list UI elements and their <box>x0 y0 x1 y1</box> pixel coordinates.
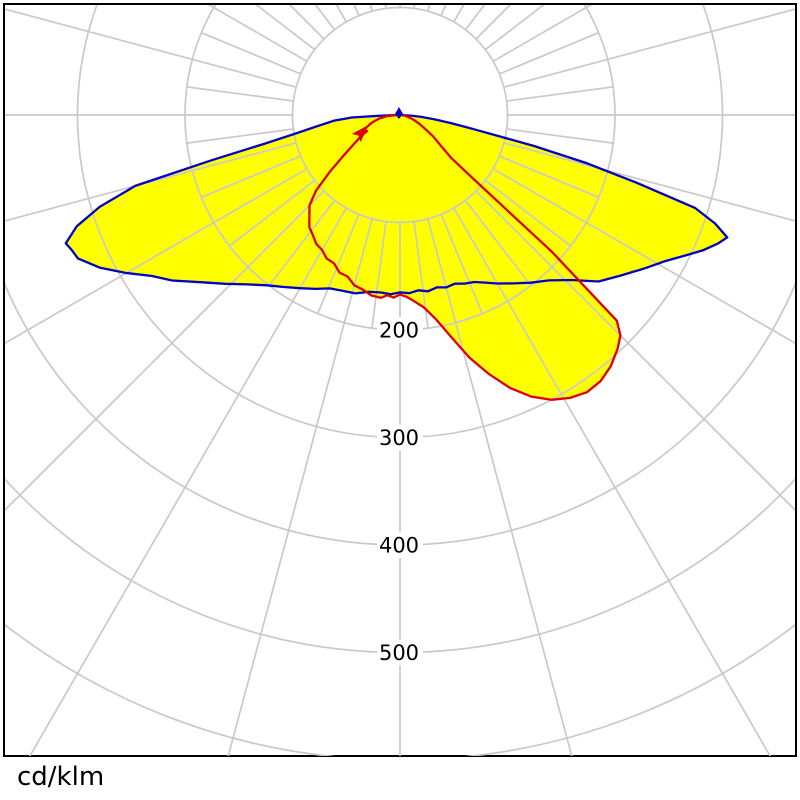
grid-ray-45-left <box>5 190 325 512</box>
grid-ray-60 <box>492 168 795 345</box>
curve-annotations <box>351 107 403 143</box>
grid-minor-ray-7.5-left <box>371 221 387 329</box>
curve-c90-c270 <box>308 113 622 401</box>
radial-axis-label: 200 <box>379 319 419 343</box>
grid-minor-ray-22.5-left <box>316 213 360 314</box>
radial-axis-label: 500 <box>379 641 419 665</box>
grid-ray-15-left <box>227 218 374 756</box>
grid-minor-ray-112.5-left <box>201 31 302 75</box>
grid-minor-ray-22.5 <box>440 213 484 314</box>
grid-minor-ray-97.5 <box>506 86 614 102</box>
radial-axis-label-bg <box>377 424 423 451</box>
fill-c90-c270 <box>309 115 621 400</box>
grid-minor-ray-82.5 <box>506 128 614 144</box>
grid-ray-45 <box>475 190 795 512</box>
radial-axis-label: 400 <box>379 534 419 558</box>
grid-ray-75-left <box>5 141 297 222</box>
radial-axis-label-bg <box>377 639 423 666</box>
grid-minor-ray-52.5-left <box>228 179 316 247</box>
grid-minor-ray-127.5 <box>484 5 545 51</box>
grid-minor-ray-82.5-left <box>186 128 294 144</box>
grid-ray-15 <box>426 218 573 756</box>
grid-minor-ray-112.5 <box>498 31 599 75</box>
radial-axis-label-bg <box>377 317 423 343</box>
curve-direction-arrow-icon <box>351 124 369 143</box>
unit-label: cd/klm <box>17 762 105 792</box>
grid-minor-ray-37.5 <box>464 199 532 287</box>
grid-minor-ray-67.5 <box>498 155 599 199</box>
radial-axis-label: 300 <box>379 426 419 450</box>
apex-marker <box>395 107 403 119</box>
grid-ray-30-left <box>28 207 348 756</box>
grid-minor-ray-97.5-left <box>186 86 294 102</box>
grid-minor-ray-52.5 <box>484 179 572 247</box>
radial-axis-labels: 200 300 400 500 <box>377 317 423 666</box>
grid-ray-75 <box>503 141 795 222</box>
grid-ray-60-left <box>5 168 308 345</box>
grid-ray-105-left <box>5 8 297 89</box>
grid-minor-ray-142.5-left <box>314 5 336 31</box>
grid-minor-ray-127.5-left <box>255 5 316 51</box>
radial-axis-label-bg <box>377 532 423 558</box>
grid-ray-105 <box>503 8 795 89</box>
grid-ray-30 <box>453 207 772 756</box>
grid-minor-ray-37.5-left <box>268 199 336 287</box>
grid-minor-ray-142.5 <box>464 5 486 31</box>
grid-minor-ray-67.5-left <box>201 155 302 199</box>
intensity-curves <box>64 113 729 401</box>
curve-c0-c180 <box>64 113 729 296</box>
